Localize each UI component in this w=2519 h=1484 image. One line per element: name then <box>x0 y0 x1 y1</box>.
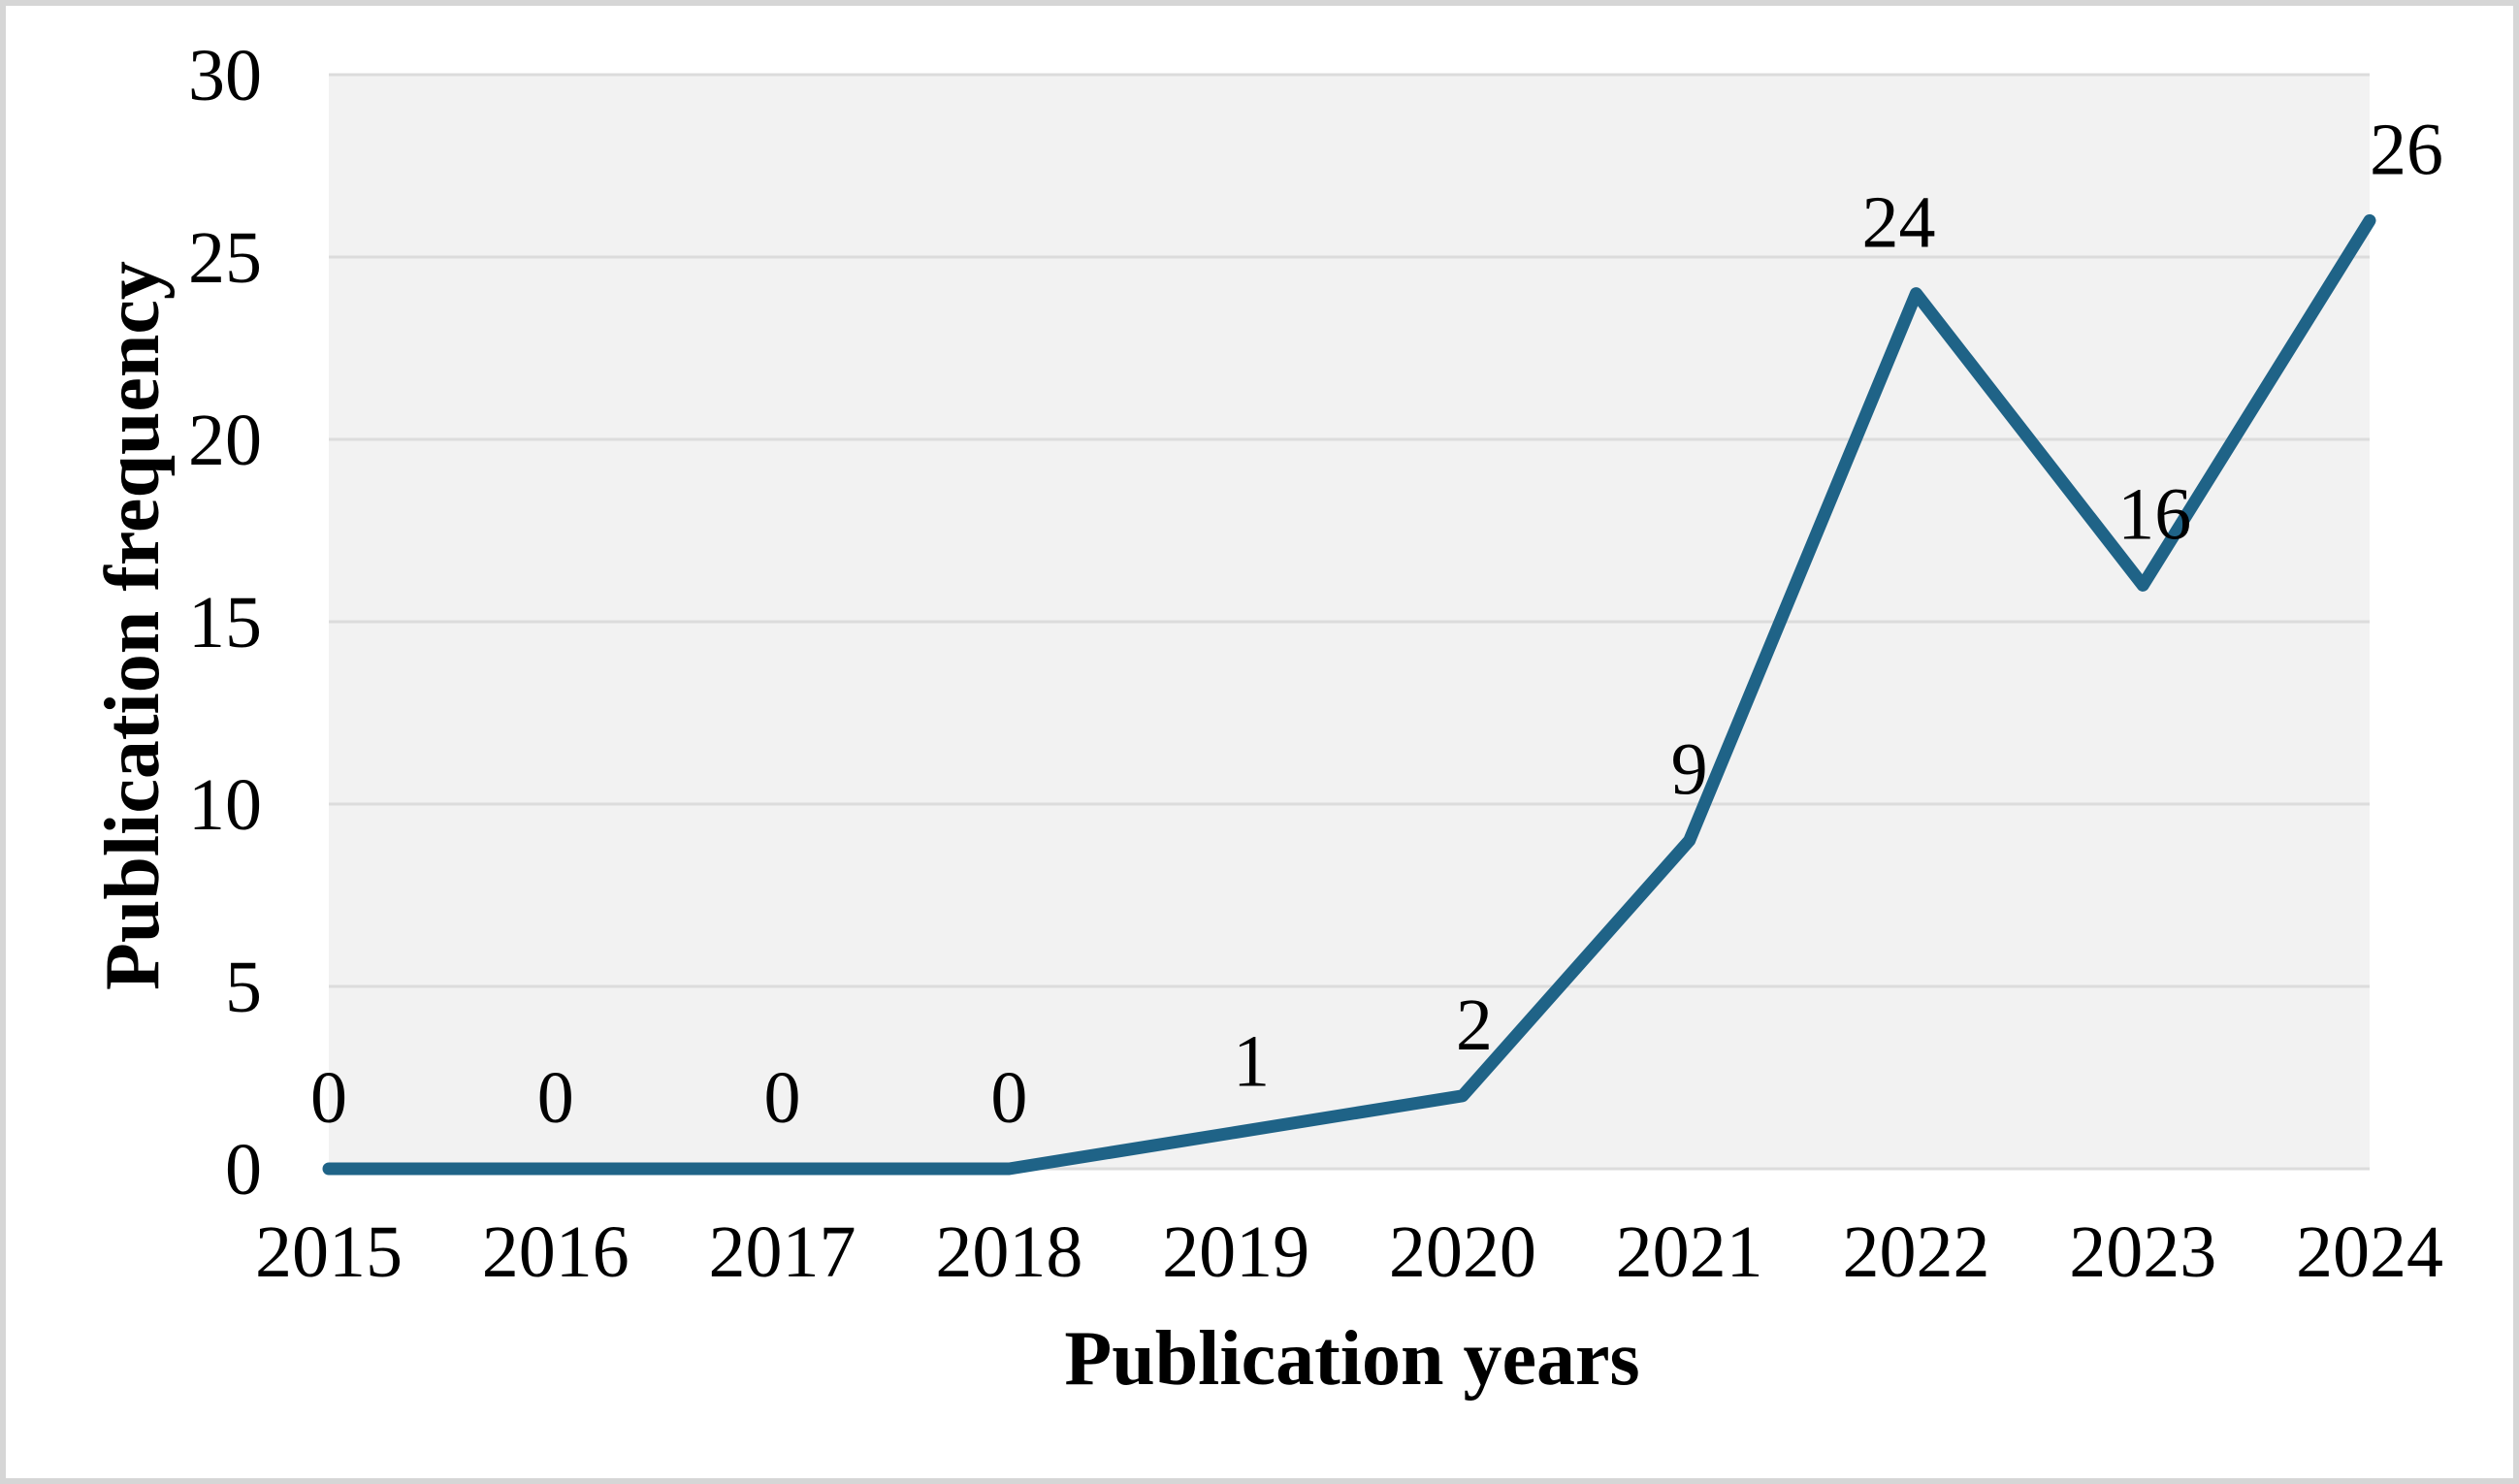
x-tick-label: 2023 <box>2069 1211 2216 1293</box>
y-tick-label: 25 <box>188 217 262 299</box>
x-tick-label: 2022 <box>1842 1211 1989 1293</box>
x-tick-label: 2019 <box>1162 1211 1309 1293</box>
x-tick-label: 2020 <box>1389 1211 1536 1293</box>
x-tick-label: 2024 <box>2296 1211 2443 1293</box>
y-tick-label: 5 <box>225 947 262 1028</box>
data-label: 0 <box>537 1057 574 1139</box>
data-label: 2 <box>1456 984 1493 1066</box>
x-tick-label: 2016 <box>482 1211 630 1293</box>
data-label: 0 <box>764 1057 801 1139</box>
data-label: 16 <box>2117 473 2191 555</box>
data-label: 26 <box>2370 109 2443 190</box>
y-axis-title: Publication frequency <box>90 261 176 990</box>
x-tick-label: 2015 <box>255 1211 403 1293</box>
x-tick-label: 2021 <box>1616 1211 1763 1293</box>
x-tick-label: 2017 <box>709 1211 856 1293</box>
x-tick-label: 2018 <box>935 1211 1082 1293</box>
y-tick-label: 30 <box>188 35 262 116</box>
data-label: 9 <box>1671 729 1708 811</box>
data-label: 0 <box>310 1057 347 1139</box>
y-tick-label: 10 <box>188 764 262 846</box>
data-label: 24 <box>1861 182 1935 264</box>
y-tick-label: 15 <box>188 582 262 663</box>
x-axis-title: Publication years <box>1064 1316 1639 1402</box>
y-tick-label: 20 <box>188 400 262 481</box>
data-label: 0 <box>990 1057 1027 1139</box>
series-line <box>322 213 2376 1176</box>
y-tick-label: 0 <box>225 1129 262 1210</box>
data-label: 1 <box>1233 1020 1270 1102</box>
